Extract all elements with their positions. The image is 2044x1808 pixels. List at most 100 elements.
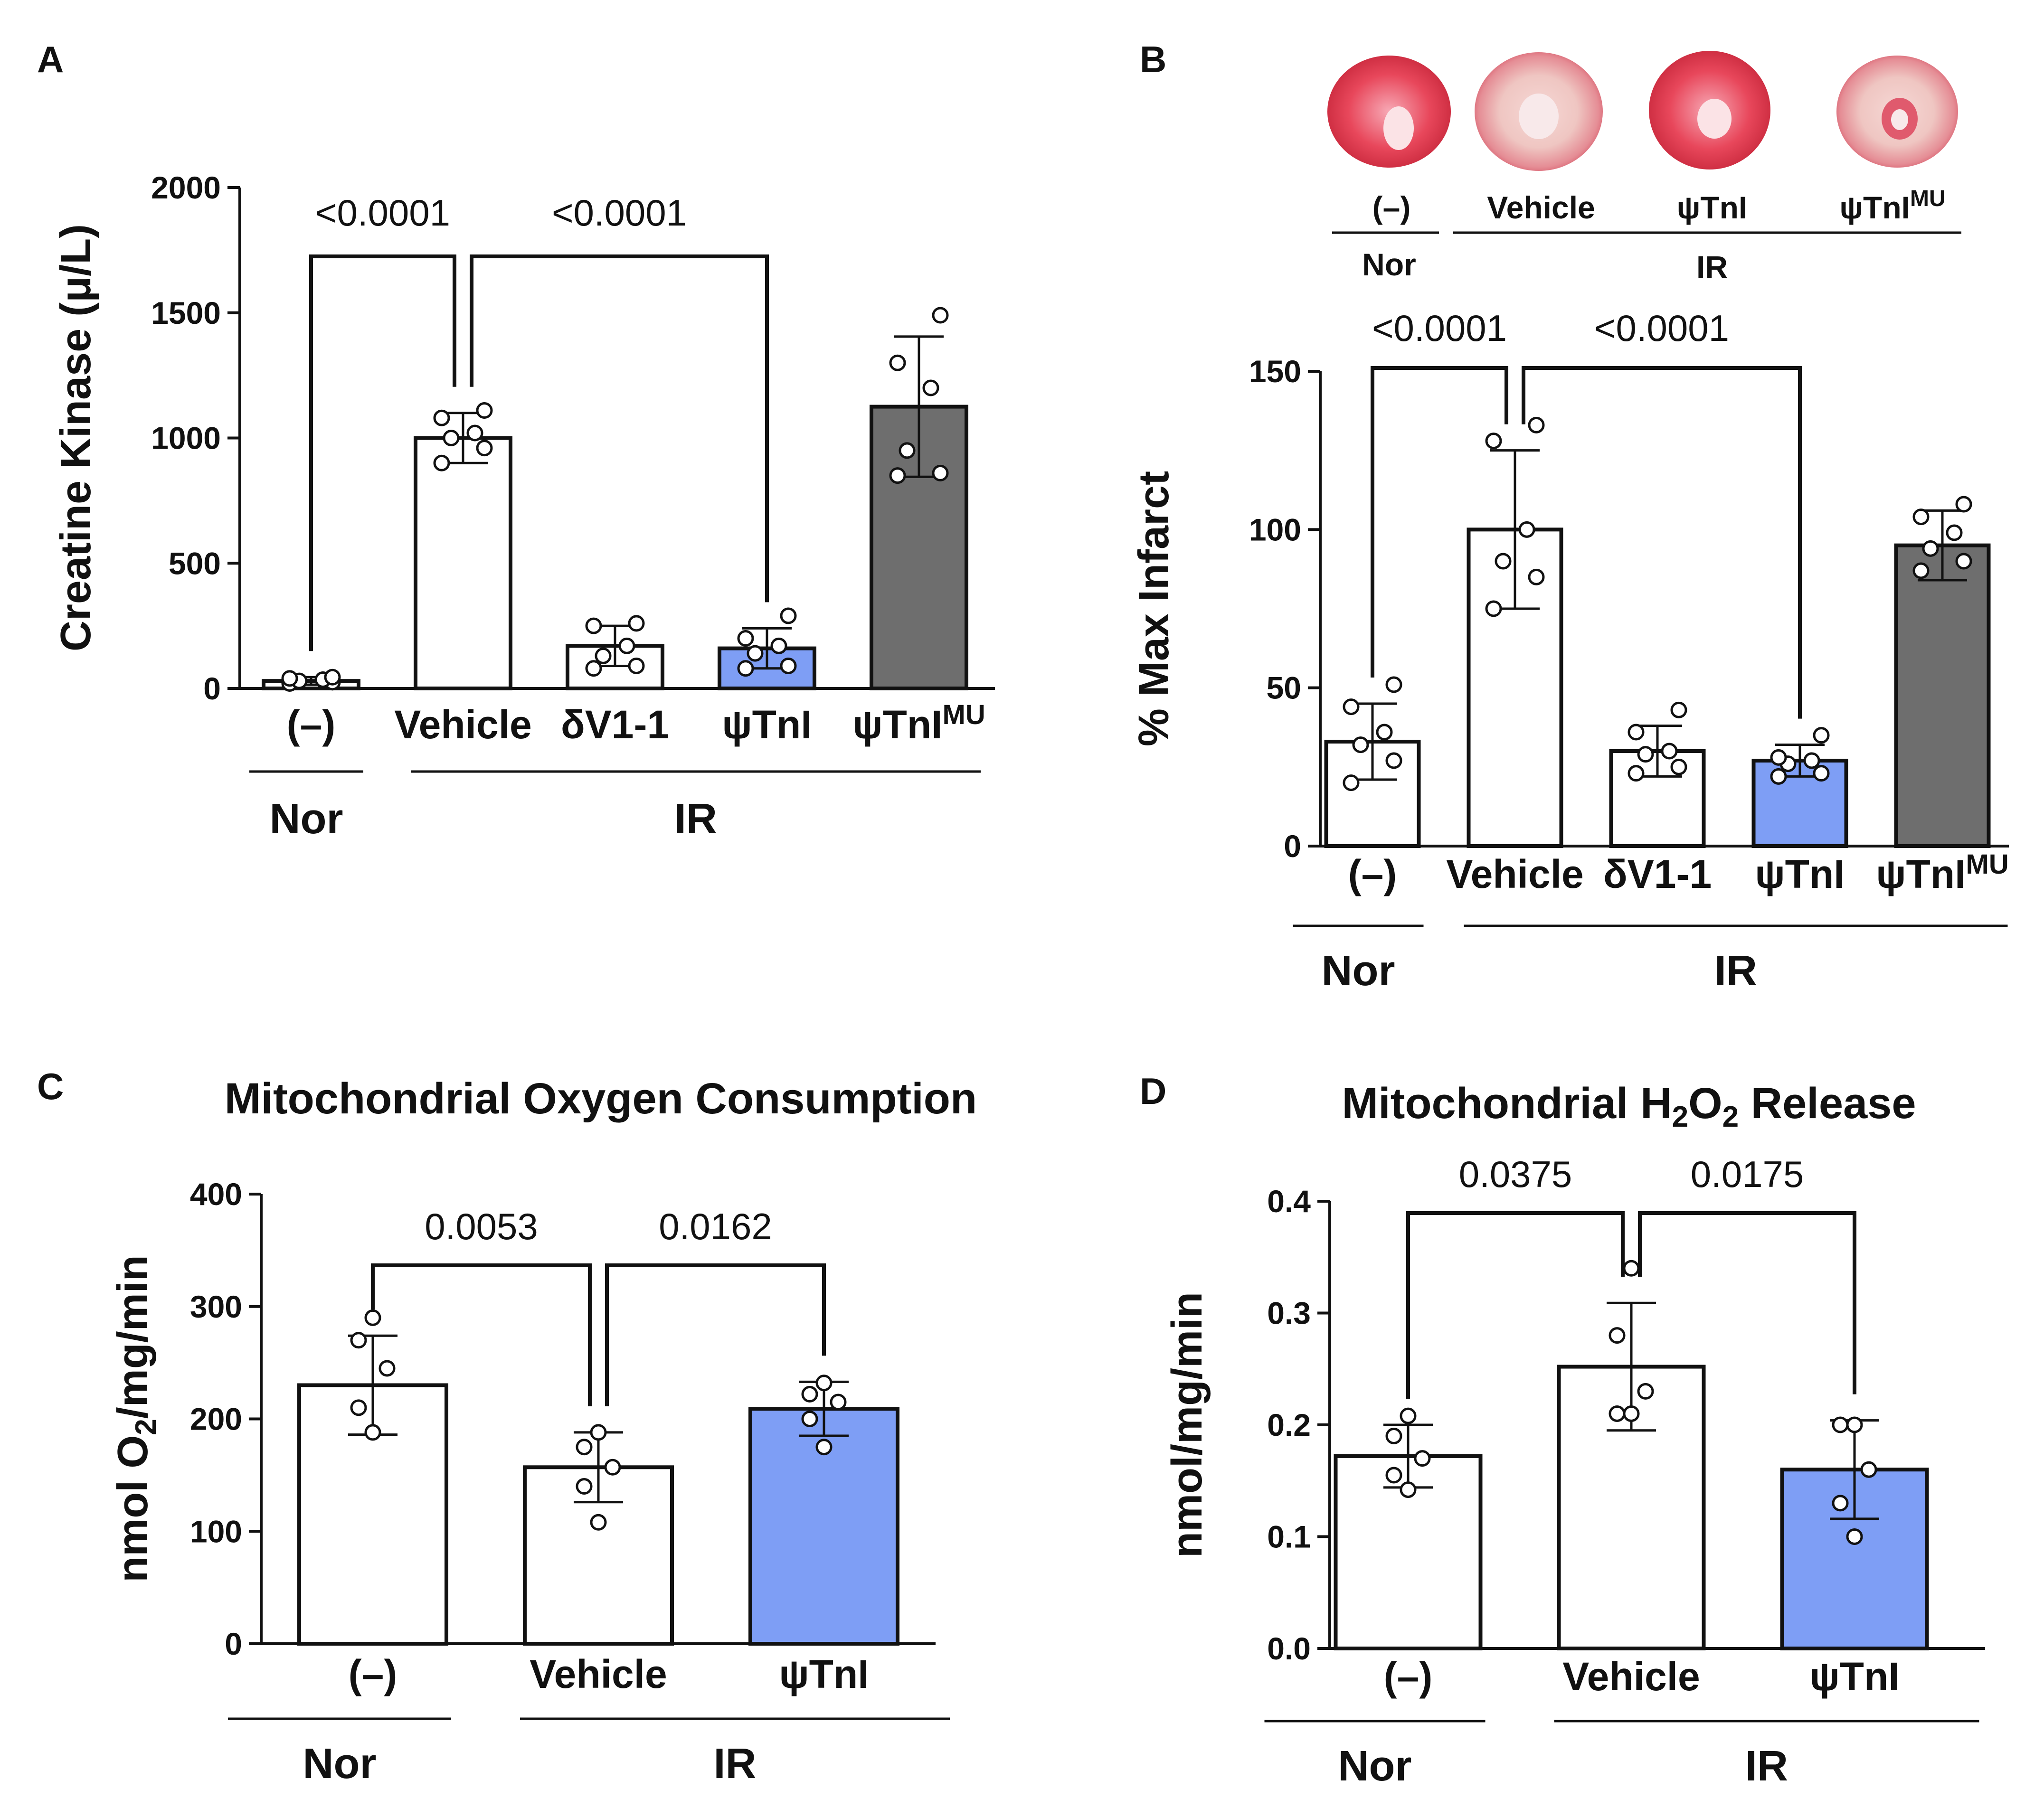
heart-image-nor (1327, 56, 1451, 168)
chart-a-y-label: Creatine Kinase (μ/L) (52, 224, 100, 651)
chart-d-data-point (1860, 1461, 1877, 1478)
chart-b-group-label: IR (1714, 947, 1757, 995)
chart-c-data-point (576, 1478, 593, 1495)
chart-a-group-label: Nor (270, 795, 343, 843)
chart-b-data-point (1352, 736, 1369, 753)
heart-group-label-nor: Nor (1362, 247, 1416, 282)
chart-b-category-label: Vehicle (1446, 852, 1584, 896)
chart-a-bar (414, 436, 512, 690)
chart-a-data-point (433, 409, 450, 426)
chart-c-data-point (590, 1514, 607, 1531)
chart-b-p-value: <0.0001 (1372, 307, 1507, 349)
heart-image-psitni (1649, 51, 1770, 170)
chart-a-data-point (889, 467, 906, 484)
chart-a-data-point (466, 424, 483, 442)
chart-d-data-point (1414, 1450, 1431, 1467)
chart-b-comparison-bracket (1371, 366, 1508, 678)
chart-b-bar (1894, 543, 1991, 848)
chart-c-category-label: (–) (349, 1652, 397, 1696)
chart-b-category-label: ψTnI (1755, 852, 1845, 896)
heart-image-psitni-mu (1836, 56, 1958, 168)
heart-image-vehicle (1475, 52, 1603, 171)
chart-creatine-kinase: 0 500 1000 1500 2000 Creatine Kinase (μ/L) (–)… (52, 170, 995, 843)
chart-b-bar (1609, 749, 1706, 848)
chart-d-y-tick-label: 0.3 (1267, 1296, 1311, 1331)
chart-c-category-label: ψTnI (779, 1652, 869, 1696)
chart-a-data-point (281, 670, 298, 687)
chart-d-y-tick-label: 0.4 (1267, 1184, 1311, 1219)
chart-a-data-point (476, 402, 493, 419)
chart-b-data-point (1528, 568, 1545, 585)
chart-d-group-label: Nor (1338, 1742, 1412, 1790)
chart-a-data-point (737, 630, 754, 647)
chart-c-data-point (364, 1424, 381, 1441)
chart-a-data-point (932, 464, 949, 481)
chart-a-y-tick-label: 0 (203, 671, 221, 706)
chart-c-data-point (815, 1375, 833, 1392)
chart-b-bar (1324, 740, 1421, 848)
chart-a-comparison-bracket (309, 254, 456, 651)
chart-c-y-tick-label: 100 (190, 1514, 242, 1549)
chart-c-p-value: 0.0162 (659, 1205, 772, 1247)
chart-b-data-point (1670, 758, 1687, 775)
chart-b-category-label: δV1-1 (1603, 852, 1712, 896)
chart-a-p-value: <0.0001 (552, 192, 687, 234)
chart-a-category-label: ψTnIMU (852, 699, 985, 747)
chart-b-data-point (1376, 724, 1393, 741)
chart-b-data-point (1955, 553, 1972, 570)
chart-d-comparison-bracket (1406, 1211, 1625, 1399)
chart-c-comparison-bracket (371, 1263, 592, 1406)
chart-d-data-point (1637, 1383, 1654, 1400)
chart-c-title: Mitochondrial Oxygen Consumption (225, 1074, 977, 1123)
chart-b-bar (1751, 759, 1848, 848)
chart-d-data-point (1623, 1260, 1640, 1277)
chart-a-y-tick-label: 1500 (151, 295, 221, 330)
chart-max-infarct: 0 50 100 150 % Max Infarct (–) Vehicle δV1-1 ψTn… (1130, 307, 2009, 995)
chart-b-data-point (1637, 746, 1654, 763)
chart-d-category-label: Vehicle (1562, 1654, 1700, 1699)
heart-images: (–) Vehicle ψTnI ψTnIMU Nor IR (1327, 51, 1961, 284)
chart-b-data-point (1628, 724, 1645, 741)
chart-d-data-point (1609, 1327, 1626, 1344)
chart-a-data-point (770, 637, 787, 654)
chart-d-data-point (1609, 1405, 1626, 1422)
chart-b-y-tick-label: 0 (1284, 829, 1301, 864)
chart-b-p-value: <0.0001 (1594, 307, 1729, 349)
chart-d-y-tick-label: 0.2 (1267, 1407, 1311, 1442)
chart-b-data-point (1813, 727, 1830, 744)
chart-d-category-label: (–) (1384, 1654, 1433, 1699)
chart-b-data-point (1385, 752, 1402, 769)
panel-label-c: C (37, 1065, 64, 1107)
chart-c-data-point (590, 1424, 607, 1441)
chart-a-data-point (628, 615, 645, 632)
chart-b-data-point (1495, 553, 1512, 570)
panel-label-b: B (1140, 38, 1166, 80)
chart-b-data-point (1946, 524, 1963, 541)
chart-b-data-point (1670, 701, 1687, 718)
chart-c-data-point (576, 1439, 593, 1456)
chart-a-data-point (585, 617, 602, 634)
chart-a-group-label: IR (674, 795, 717, 843)
chart-b-data-point (1385, 676, 1402, 693)
chart-d-data-point (1400, 1481, 1417, 1498)
chart-d-data-point (1400, 1407, 1417, 1424)
chart-a-category-label: (–) (287, 702, 336, 747)
chart-b-data-point (1628, 765, 1645, 782)
chart-c-data-point (350, 1399, 367, 1416)
chart-c-data-point (801, 1411, 818, 1427)
chart-a-data-point (899, 442, 916, 459)
chart-a-data-point (932, 307, 949, 324)
chart-c-data-point (350, 1332, 367, 1349)
chart-c-data-point (830, 1394, 847, 1411)
chart-a-comparison-bracket (470, 254, 769, 603)
chart-d-group-label: IR (1745, 1742, 1788, 1790)
chart-b-data-point (1770, 768, 1787, 785)
chart-d-data-point (1846, 1528, 1863, 1545)
chart-a-data-point (476, 440, 493, 457)
chart-b-data-point (1528, 416, 1545, 433)
chart-d-data-point (1385, 1428, 1402, 1445)
chart-a-data-point (585, 660, 602, 677)
chart-d-data-point (1623, 1405, 1640, 1422)
chart-b-y-tick-label: 150 (1249, 354, 1301, 389)
